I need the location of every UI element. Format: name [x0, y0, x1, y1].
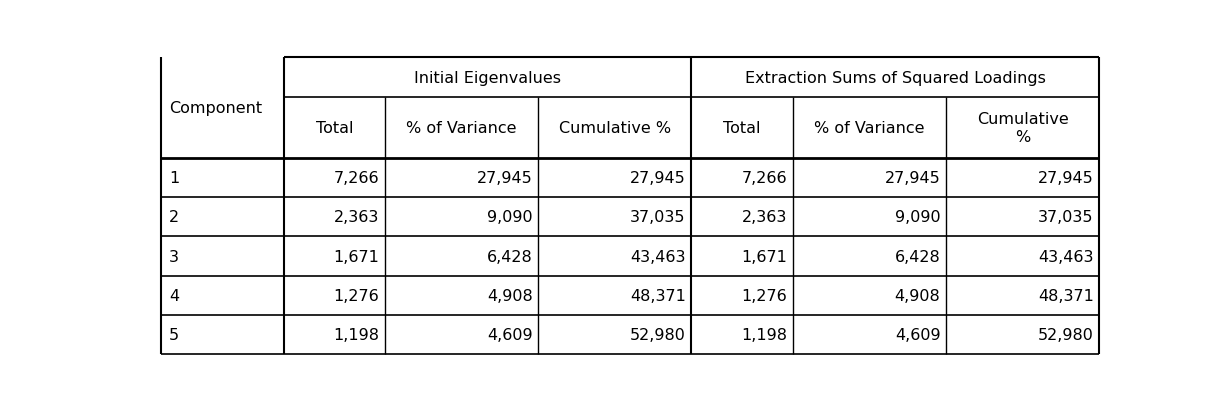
Text: 1: 1	[169, 171, 180, 186]
Text: 27,945: 27,945	[1038, 171, 1093, 186]
Text: 48,371: 48,371	[630, 288, 686, 303]
Text: 1,198: 1,198	[742, 327, 787, 342]
Text: Initial Eigenvalues: Initial Eigenvalues	[415, 70, 561, 85]
Text: % of Variance: % of Variance	[814, 121, 925, 136]
Text: Total: Total	[316, 121, 353, 136]
Text: 2,363: 2,363	[742, 210, 787, 225]
Text: 27,945: 27,945	[477, 171, 533, 186]
Text: 27,945: 27,945	[630, 171, 686, 186]
Text: 1,671: 1,671	[333, 249, 379, 264]
Text: 1,671: 1,671	[742, 249, 787, 264]
Text: 7,266: 7,266	[742, 171, 787, 186]
Text: 4,908: 4,908	[894, 288, 941, 303]
Text: Cumulative
%: Cumulative %	[977, 111, 1069, 145]
Text: 43,463: 43,463	[1038, 249, 1093, 264]
Text: 3: 3	[169, 249, 180, 264]
Text: 37,035: 37,035	[630, 210, 686, 225]
Text: 9,090: 9,090	[487, 210, 533, 225]
Text: 2,363: 2,363	[333, 210, 379, 225]
Text: 37,035: 37,035	[1038, 210, 1093, 225]
Text: 4,609: 4,609	[487, 327, 533, 342]
Text: 5: 5	[169, 327, 180, 342]
Text: % of Variance: % of Variance	[406, 121, 517, 136]
Text: Total: Total	[723, 121, 761, 136]
Text: 1,198: 1,198	[333, 327, 379, 342]
Text: 2: 2	[169, 210, 180, 225]
Text: 4,609: 4,609	[894, 327, 941, 342]
Text: 52,980: 52,980	[1038, 327, 1093, 342]
Text: 1,276: 1,276	[742, 288, 787, 303]
Text: 1,276: 1,276	[333, 288, 379, 303]
Text: 9,090: 9,090	[894, 210, 941, 225]
Text: 43,463: 43,463	[630, 249, 686, 264]
Text: Cumulative %: Cumulative %	[558, 121, 670, 136]
Text: Component: Component	[169, 101, 262, 116]
Text: 52,980: 52,980	[630, 327, 686, 342]
Text: 7,266: 7,266	[333, 171, 379, 186]
Text: 4: 4	[169, 288, 180, 303]
Text: 6,428: 6,428	[487, 249, 533, 264]
Text: 27,945: 27,945	[884, 171, 941, 186]
Text: Extraction Sums of Squared Loadings: Extraction Sums of Squared Loadings	[745, 70, 1046, 85]
Text: 48,371: 48,371	[1038, 288, 1093, 303]
Text: 4,908: 4,908	[487, 288, 533, 303]
Text: 6,428: 6,428	[894, 249, 941, 264]
